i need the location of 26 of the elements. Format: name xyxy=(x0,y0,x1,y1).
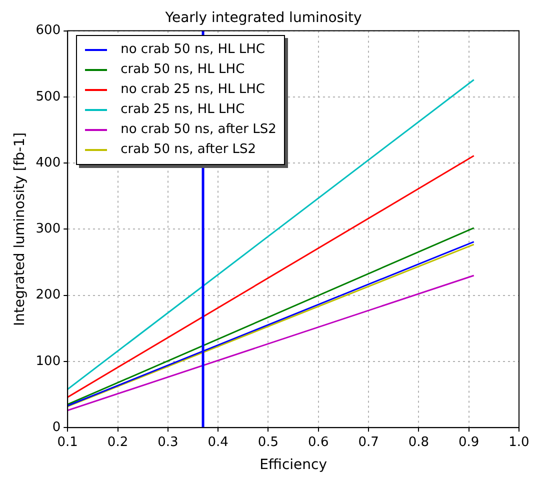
legend-label: no crab 50 ns, HL LHC xyxy=(120,42,265,58)
y-tick-label: 600 xyxy=(36,23,61,38)
x-tick-label: 0.4 xyxy=(208,434,228,450)
x-tick-label: 0.2 xyxy=(107,434,128,450)
legend-label: crab 50 ns, HL LHC xyxy=(120,62,245,78)
x-tick-label: 0.5 xyxy=(258,434,279,450)
y-tick-label: 400 xyxy=(36,155,61,170)
x-tick-label: 0.1 xyxy=(57,434,78,450)
y-tick-label: 500 xyxy=(36,89,61,104)
y-tick-label: 0 xyxy=(52,420,61,435)
chart-title: Yearly integrated luminosity xyxy=(164,10,362,26)
x-tick-label: 0.8 xyxy=(408,434,430,450)
legend-label: crab 25 ns, HL LHC xyxy=(120,102,245,118)
x-tick-label: 0.9 xyxy=(458,434,480,450)
x-tick-label: 1.0 xyxy=(508,434,530,450)
x-tick-label: 0.6 xyxy=(308,434,329,450)
y-axis-title: Integrated luminosity [fb-1] xyxy=(12,132,28,326)
y-tick-label: 300 xyxy=(36,222,61,237)
legend-label: no crab 50 ns, after LS2 xyxy=(120,122,276,138)
y-tick-label: 100 xyxy=(36,354,61,369)
legend-label: crab 50 ns, after LS2 xyxy=(120,142,256,158)
x-axis-title: Efficiency xyxy=(260,457,328,474)
x-tick-label: 0.7 xyxy=(358,434,379,450)
y-tick-label: 200 xyxy=(36,288,61,303)
legend-label: no crab 25 ns, HL LHC xyxy=(120,82,265,98)
x-tick-label: 0.3 xyxy=(158,434,178,450)
